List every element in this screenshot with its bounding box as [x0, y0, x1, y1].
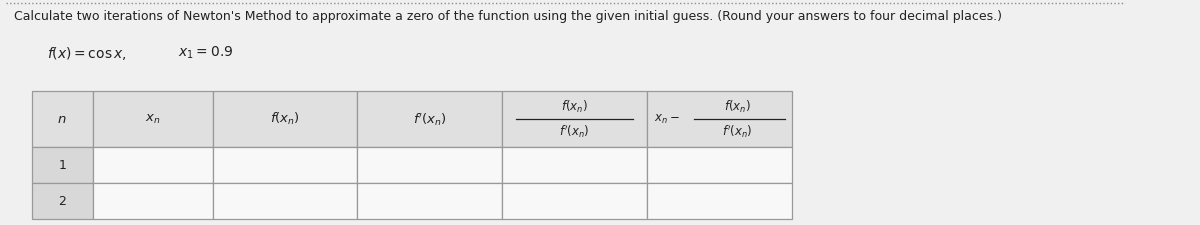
Text: 1: 1: [59, 159, 66, 172]
Bar: [212, 91, 358, 147]
Text: $f'(x_n)$: $f'(x_n)$: [559, 123, 589, 140]
Text: $f(x_n)$: $f(x_n)$: [270, 111, 300, 127]
Bar: [358, 91, 502, 147]
Text: $f'(x_n)$: $f'(x_n)$: [413, 111, 446, 128]
Bar: [92, 147, 212, 183]
Text: $x_n$: $x_n$: [145, 113, 161, 126]
Bar: [212, 183, 358, 219]
Bar: [92, 183, 212, 219]
Text: $f(x_n)$: $f(x_n)$: [724, 99, 751, 115]
Text: $n$: $n$: [58, 113, 67, 126]
Bar: [647, 91, 792, 147]
Bar: [647, 147, 792, 183]
Bar: [31, 91, 92, 147]
Bar: [358, 183, 502, 219]
Bar: [647, 183, 792, 219]
Text: $f(x_n)$: $f(x_n)$: [562, 99, 588, 115]
Text: $f(x) = \cos x,$: $f(x) = \cos x,$: [48, 45, 127, 62]
Bar: [502, 147, 647, 183]
Bar: [502, 183, 647, 219]
Text: Calculate two iterations of Newton's Method to approximate a zero of the functio: Calculate two iterations of Newton's Met…: [13, 10, 1002, 23]
Bar: [92, 91, 212, 147]
Text: $x_n -$: $x_n -$: [654, 113, 679, 126]
Bar: [31, 183, 92, 219]
Text: $f'(x_n)$: $f'(x_n)$: [722, 123, 752, 140]
Text: $x_1 = 0.9$: $x_1 = 0.9$: [178, 45, 233, 61]
Bar: [212, 147, 358, 183]
Bar: [31, 147, 92, 183]
Bar: [358, 147, 502, 183]
Bar: [502, 91, 647, 147]
Text: 2: 2: [59, 195, 66, 208]
